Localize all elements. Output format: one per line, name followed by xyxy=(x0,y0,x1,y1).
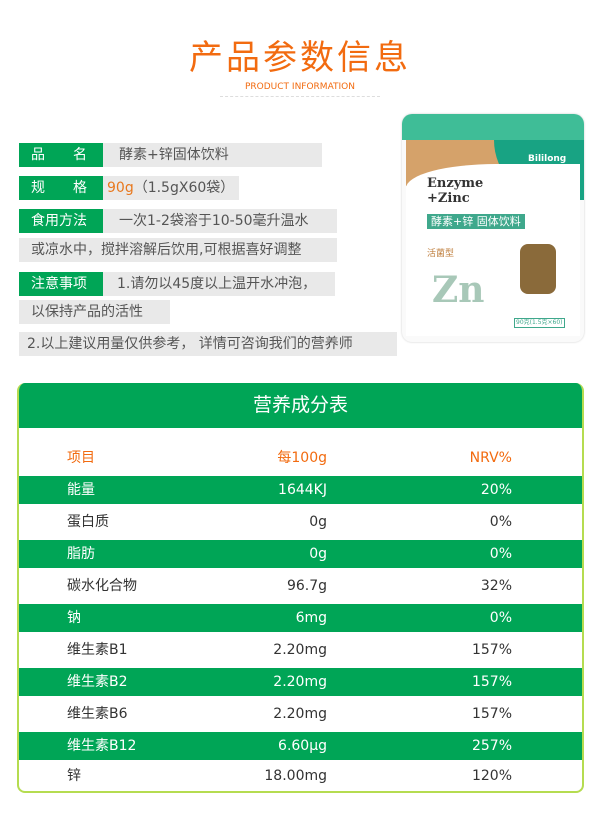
page-title: 产品参数信息 xyxy=(189,38,411,78)
cell-item: 锌 xyxy=(67,768,81,784)
cell-per100g: 2.20mg xyxy=(273,642,327,658)
label-text: 规 格 xyxy=(31,180,87,196)
table-row: 脂肪 0g 0% xyxy=(19,540,582,568)
page-subtitle: PRODUCT INFORMATION xyxy=(244,82,356,92)
notes-line2: 以保持产品的活性 xyxy=(19,300,170,324)
col-nrv: NRV% xyxy=(469,450,512,466)
cell-item: 脂肪 xyxy=(67,546,95,562)
cell-nrv: 0% xyxy=(489,514,512,530)
spec-value: 90g（1.5gX60袋） xyxy=(103,176,239,200)
cell-per100g: 2.20mg xyxy=(273,706,327,722)
cell-nrv: 257% xyxy=(471,738,512,754)
cell-per100g: 18.00mg xyxy=(264,768,327,784)
zn-mark: Zn xyxy=(432,269,485,311)
cell-item: 维生素B12 xyxy=(67,738,137,754)
table-row: 维生素B6 2.20mg 157% xyxy=(19,700,582,728)
cell-item: 钠 xyxy=(67,610,81,626)
table-row: 维生素B1 2.20mg 157% xyxy=(19,636,582,664)
spec-label: 规 格 xyxy=(19,176,103,200)
product-cn: 酵素+锌 固体饮料 xyxy=(427,214,525,229)
cell-item: 维生素B2 xyxy=(67,674,128,690)
cell-item: 蛋白质 xyxy=(67,514,109,530)
cell-item: 能量 xyxy=(67,482,95,498)
table-row: 能量 1644KJ 20% xyxy=(19,476,582,504)
cell-nrv: 120% xyxy=(471,768,512,784)
cell-nrv: 0% xyxy=(489,610,512,626)
name-value: 酵素+锌固体饮料 xyxy=(103,143,322,167)
notes-line1: 1.请勿以45度以上温开水冲泡， xyxy=(103,272,335,296)
table-row: 碳水化合物 96.7g 32% xyxy=(19,572,582,600)
cell-item: 维生素B1 xyxy=(67,642,128,658)
table-row: 锌 18.00mg 120% xyxy=(19,762,582,790)
col-item: 项目 xyxy=(67,450,95,466)
nutrition-title: 营养成分表 xyxy=(19,383,582,428)
cell-nrv: 0% xyxy=(489,546,512,562)
table-header: 项目 每100g NRV% xyxy=(19,444,582,472)
cell-item: 碳水化合物 xyxy=(67,578,137,594)
nutrition-table: 营养成分表 项目 每100g NRV% 能量 1644KJ 20% 蛋白质 0g 0% 脂肪… xyxy=(17,383,584,793)
table-row: 维生素B12 6.60μg 257% xyxy=(19,732,582,760)
cell-per100g: 0g xyxy=(309,514,327,530)
product-type: 活菌型 xyxy=(427,249,455,259)
cell-nrv: 32% xyxy=(480,578,512,594)
table-row: 蛋白质 0g 0% xyxy=(19,508,582,536)
panda-illustration xyxy=(520,244,556,294)
cell-per100g: 6mg xyxy=(295,610,327,626)
cell-per100g: 6.60μg xyxy=(278,738,327,754)
cell-per100g: 96.7g xyxy=(286,578,327,594)
table-row: 维生素B2 2.20mg 157% xyxy=(19,668,582,696)
spec-weight: 90g xyxy=(107,180,134,196)
divider xyxy=(220,96,380,97)
cell-per100g: 0g xyxy=(309,546,327,562)
col-per100g: 每100g xyxy=(277,450,327,466)
net-weight: 90克(1.5克×60) xyxy=(514,318,565,328)
cell-per100g: 1644KJ xyxy=(278,482,327,498)
product-image: Bililong Enzyme +Zinc 酵素+锌 固体饮料 活菌型 Zn 9… xyxy=(402,114,584,342)
usage-line1: 一次1-2袋溶于10-50毫升温水 xyxy=(103,209,337,233)
usage-line2: 或凉水中，搅拌溶解后饮用,可根据喜好调整 xyxy=(19,238,337,262)
cell-nrv: 157% xyxy=(471,642,512,658)
cell-nrv: 20% xyxy=(480,482,512,498)
product-en: Enzyme +Zinc xyxy=(427,176,484,206)
brand-logo: Bililong xyxy=(528,154,567,164)
cell-nrv: 157% xyxy=(471,706,512,722)
spec-rest: （1.5gX60袋） xyxy=(133,180,235,196)
cell-per100g: 2.20mg xyxy=(273,674,327,690)
cell-item: 维生素B6 xyxy=(67,706,128,722)
name-label: 品 名 xyxy=(19,143,103,167)
usage-label: 食用方法 xyxy=(19,209,103,233)
label-text: 品 名 xyxy=(31,147,87,163)
can-lid xyxy=(402,114,584,140)
notes-label: 注意事项 xyxy=(19,272,103,296)
cell-nrv: 157% xyxy=(471,674,512,690)
table-row: 钠 6mg 0% xyxy=(19,604,582,632)
notes-line3: 2.以上建议用量仅供参考， 详情可咨询我们的营养师 xyxy=(19,332,397,356)
